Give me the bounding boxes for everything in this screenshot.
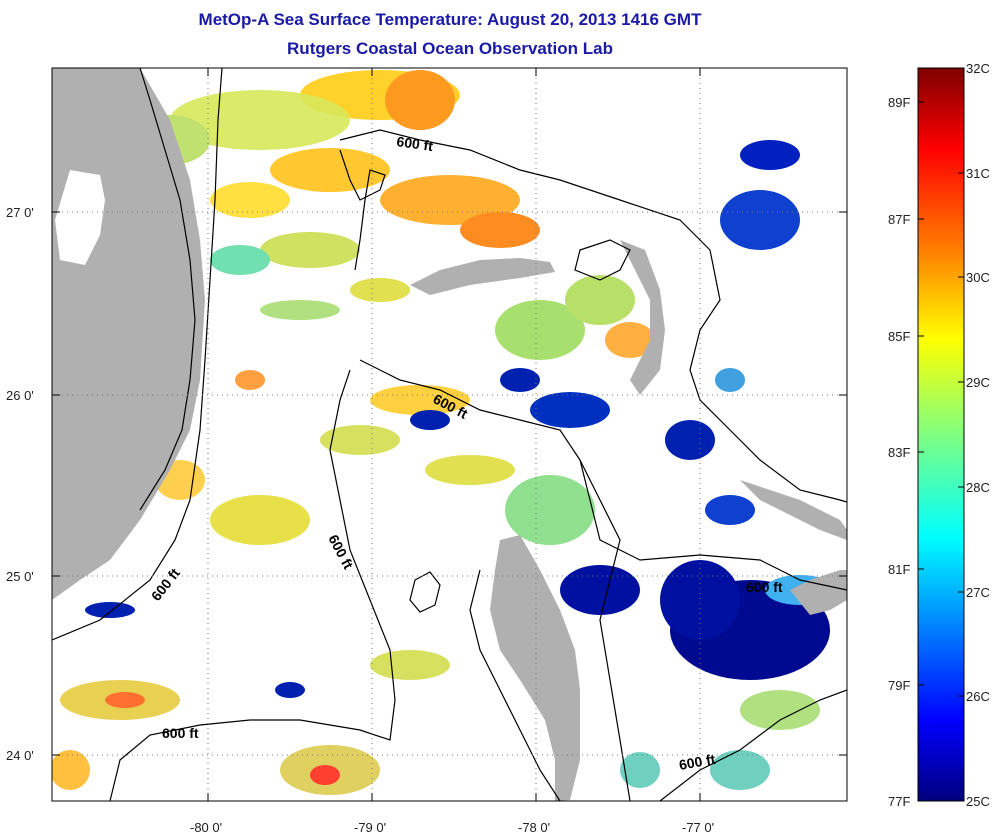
y-tick-label: 24 0'	[6, 748, 34, 763]
colorbar-celsius-label: 31C	[966, 166, 990, 181]
colorbar-celsius-label: 27C	[966, 585, 990, 600]
contour-label-southwest: 600 ft	[162, 725, 199, 741]
graticule	[52, 68, 847, 801]
map-subtitle: Rutgers Coastal Ocean Observation Lab	[287, 39, 613, 58]
x-tick-label: -79 0'	[354, 820, 386, 835]
cloud-mask	[55, 170, 105, 265]
map-title: MetOp-A Sea Surface Temperature: August …	[198, 10, 702, 29]
colorbar-fahrenheit-label: 81F	[888, 562, 910, 577]
colorbar-fahrenheit-label: 79F	[888, 678, 910, 693]
colorbar-fahrenheit-label: 87F	[888, 212, 910, 227]
colorbar-celsius-label: 32C	[966, 61, 990, 76]
sst-data-layer	[52, 70, 835, 795]
colorbar-gradient	[917, 67, 965, 802]
contour-label-southeast: 600 ft	[678, 751, 717, 773]
colorbar-celsius-label: 26C	[966, 689, 990, 704]
x-tick-label: -77 0'	[682, 820, 714, 835]
colorbar-fahrenheit-label: 77F	[888, 794, 910, 809]
colorbar-fahrenheit-label: 85F	[888, 329, 910, 344]
map-plot-area: 600 ft 600 ft 600 ft 600 ft 600 ft 600 f…	[52, 68, 847, 801]
contour-label-east: 600 ft	[746, 579, 783, 595]
colorbar-fahrenheit-label: 89F	[888, 95, 910, 110]
colorbar-celsius-label: 28C	[966, 480, 990, 495]
contour-label-north: 600 ft	[396, 133, 435, 154]
y-tick-label: 26 0'	[6, 388, 34, 403]
x-tick-label: -78 0'	[518, 820, 550, 835]
colorbar: 32C 31C 30C 29C 28C 27C 26C 25C 89F 87F …	[888, 61, 990, 809]
bathymetry-contours	[52, 68, 847, 801]
y-tick-label: 27 0'	[6, 205, 34, 220]
plot-frame	[51, 67, 848, 802]
colorbar-celsius-label: 25C	[966, 794, 990, 809]
colorbar-celsius-label: 30C	[966, 270, 990, 285]
axis-ticks	[52, 68, 847, 801]
x-tick-label: -80 0'	[190, 820, 222, 835]
colorbar-celsius-label: 29C	[966, 375, 990, 390]
colorbar-fahrenheit-label: 83F	[888, 445, 910, 460]
y-tick-label: 25 0'	[6, 569, 34, 584]
